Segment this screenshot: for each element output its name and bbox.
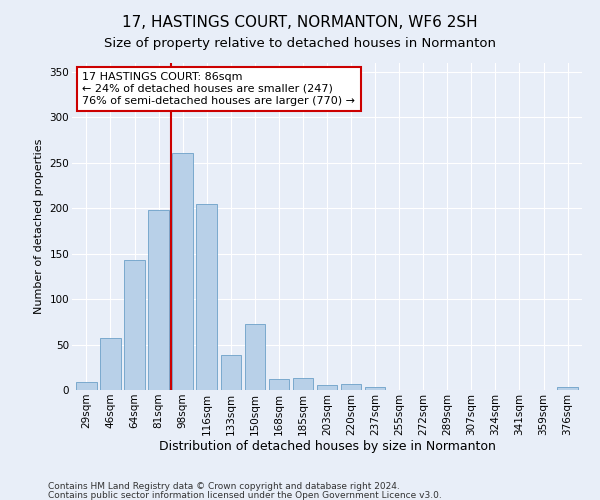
Text: 17, HASTINGS COURT, NORMANTON, WF6 2SH: 17, HASTINGS COURT, NORMANTON, WF6 2SH xyxy=(122,15,478,30)
Bar xyxy=(245,324,265,390)
Bar xyxy=(557,388,578,390)
Bar xyxy=(196,204,217,390)
Bar xyxy=(148,210,169,390)
Bar xyxy=(341,384,361,390)
Text: Size of property relative to detached houses in Normanton: Size of property relative to detached ho… xyxy=(104,38,496,51)
Bar xyxy=(221,354,241,390)
Bar xyxy=(317,384,337,390)
Y-axis label: Number of detached properties: Number of detached properties xyxy=(34,138,44,314)
Bar xyxy=(172,152,193,390)
Bar xyxy=(365,388,385,390)
Text: Contains public sector information licensed under the Open Government Licence v3: Contains public sector information licen… xyxy=(48,490,442,500)
Bar xyxy=(293,378,313,390)
Bar xyxy=(269,379,289,390)
Bar xyxy=(76,382,97,390)
Bar xyxy=(100,338,121,390)
X-axis label: Distribution of detached houses by size in Normanton: Distribution of detached houses by size … xyxy=(158,440,496,454)
Bar xyxy=(124,260,145,390)
Text: 17 HASTINGS COURT: 86sqm
← 24% of detached houses are smaller (247)
76% of semi-: 17 HASTINGS COURT: 86sqm ← 24% of detach… xyxy=(82,72,355,106)
Text: Contains HM Land Registry data © Crown copyright and database right 2024.: Contains HM Land Registry data © Crown c… xyxy=(48,482,400,491)
